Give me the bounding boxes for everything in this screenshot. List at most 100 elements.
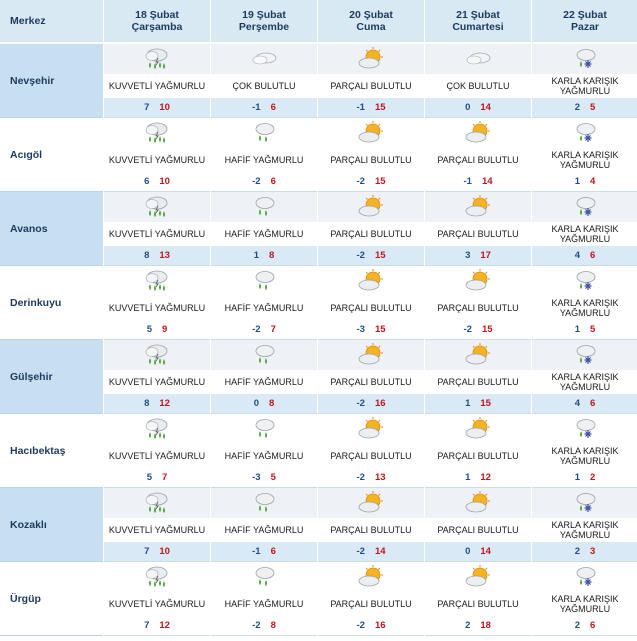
min-temp: 5 [146, 324, 152, 335]
forecast-cell: KUVVETLİ YAĞMURLU 8 12 [104, 340, 210, 414]
city-name: Derinkuyu [0, 266, 103, 340]
condition-label: KARLA KARIŞIK YAĞMURLU [551, 76, 619, 96]
forecast-cell: HAFİF YAĞMURLU -2 7 [211, 266, 317, 340]
icon-band [425, 44, 531, 74]
max-temp: 17 [480, 250, 491, 261]
temperature-row: -2 6 [211, 172, 317, 191]
condition-label: PARÇALI BULUTLU [330, 229, 412, 239]
forecast-cell: PARÇALI BULUTLU 2 18 [425, 562, 531, 636]
min-temp: 1 [465, 398, 471, 409]
partly-cloudy-icon [356, 268, 386, 294]
forecast-cell: KUVVETLİ YAĞMURLU 7 12 [104, 562, 210, 636]
icon-band [211, 562, 317, 592]
icon-band [211, 118, 317, 148]
min-temp: 4 [574, 398, 580, 409]
icon-band [425, 192, 531, 222]
forecast-cell: PARÇALI BULUTLU -1 14 [425, 118, 531, 192]
temperature-row: -2 8 [211, 616, 317, 635]
icon-band [318, 44, 424, 74]
max-temp: 18 [480, 620, 491, 631]
partly-cloudy-icon [356, 490, 386, 516]
temperature-row: -3 5 [211, 468, 317, 487]
condition-label: HAFİF YAĞMURLU [224, 525, 304, 535]
partly-cloudy-icon [356, 194, 386, 220]
min-temp: -2 [463, 324, 472, 335]
max-temp: 12 [159, 398, 170, 409]
icon-band [104, 44, 210, 74]
min-temp: -2 [252, 176, 261, 187]
temperature-row: -2 16 [318, 394, 424, 413]
forecast-cell: PARÇALI BULUTLU 1 15 [425, 340, 531, 414]
forecast-cell: PARÇALI BULUTLU -2 15 [318, 118, 424, 192]
max-temp: 6 [590, 250, 596, 261]
max-temp: 14 [480, 546, 491, 557]
max-temp: 6 [270, 102, 276, 113]
light-rain-icon [249, 268, 279, 294]
partly-cloudy-icon [356, 120, 386, 146]
city-name: Hacıbektaş [0, 414, 103, 488]
condition-label: KUVVETLİ YAĞMURLU [108, 599, 206, 609]
temperature-row: -2 7 [211, 320, 317, 339]
day-date: 19 Şubat [242, 9, 286, 21]
min-temp: 8 [144, 398, 150, 409]
temperature-row: 2 18 [425, 616, 531, 635]
forecast-cell: KARLA KARIŞIK YAĞMURLU 1 4 [532, 118, 637, 192]
day-weekday: Pazar [570, 21, 600, 33]
max-temp: 12 [480, 472, 491, 483]
temperature-row: 1 12 [425, 468, 531, 487]
min-temp: 1 [574, 472, 580, 483]
icon-band [318, 340, 424, 370]
max-temp: 8 [269, 398, 275, 409]
min-temp: -2 [356, 472, 365, 483]
icon-band [211, 488, 317, 518]
forecast-cell: KARLA KARIŞIK YAĞMURLU 1 2 [532, 414, 637, 488]
min-temp: 0 [465, 546, 471, 557]
min-temp: 2 [574, 620, 580, 631]
min-temp: 7 [144, 102, 150, 113]
heavy-rain-icon [142, 268, 172, 294]
forecast-cell: PARÇALI BULUTLU -2 15 [425, 266, 531, 340]
temperature-row: 0 14 [425, 98, 531, 117]
max-temp: 14 [481, 176, 493, 187]
condition-label: PARÇALI BULUTLU [330, 303, 412, 313]
condition-label: PARÇALI BULUTLU [330, 155, 412, 165]
max-temp: 15 [480, 398, 491, 409]
min-temp: 1 [253, 250, 259, 261]
day-header: 20 Şubat Cuma [318, 0, 424, 44]
forecast-cell: HAFİF YAĞMURLU 1 8 [211, 192, 317, 266]
forecast-cell: PARÇALI BULUTLU -2 14 [318, 488, 424, 562]
light-rain-icon [249, 416, 279, 442]
icon-band [318, 488, 424, 518]
icon-band [318, 192, 424, 222]
cloudy-icon [249, 46, 279, 72]
temperature-row: 7 10 [104, 98, 210, 117]
condition-label: KARLA KARIŞIK YAĞMURLU [551, 446, 619, 466]
max-temp: 16 [374, 398, 386, 409]
icon-band [211, 266, 317, 296]
icon-band [104, 340, 210, 370]
min-temp: -2 [356, 176, 365, 187]
heavy-rain-icon [142, 416, 172, 442]
day-weekday: Cumartesi [452, 21, 504, 33]
forecast-cell: KARLA KARIŞIK YAĞMURLU 2 3 [532, 488, 637, 562]
day-header: 21 Şubat Cumartesi [425, 0, 531, 44]
condition-label: KARLA KARIŞIK YAĞMURLU [551, 150, 619, 170]
min-temp: -1 [463, 176, 472, 187]
condition-label: KARLA KARIŞIK YAĞMURLU [551, 372, 619, 392]
light-rain-icon [249, 120, 279, 146]
day-date: 21 Şubat [456, 9, 500, 21]
max-temp: 5 [590, 324, 596, 335]
max-temp: 4 [590, 176, 596, 187]
sleet-icon [570, 490, 600, 516]
condition-label: PARÇALI BULUTLU [437, 525, 519, 535]
min-temp: 1 [574, 324, 580, 335]
max-temp: 10 [159, 546, 170, 557]
min-temp: -1 [252, 102, 261, 113]
condition-label: PARÇALI BULUTLU [330, 525, 412, 535]
condition-label: PARÇALI BULUTLU [437, 229, 519, 239]
